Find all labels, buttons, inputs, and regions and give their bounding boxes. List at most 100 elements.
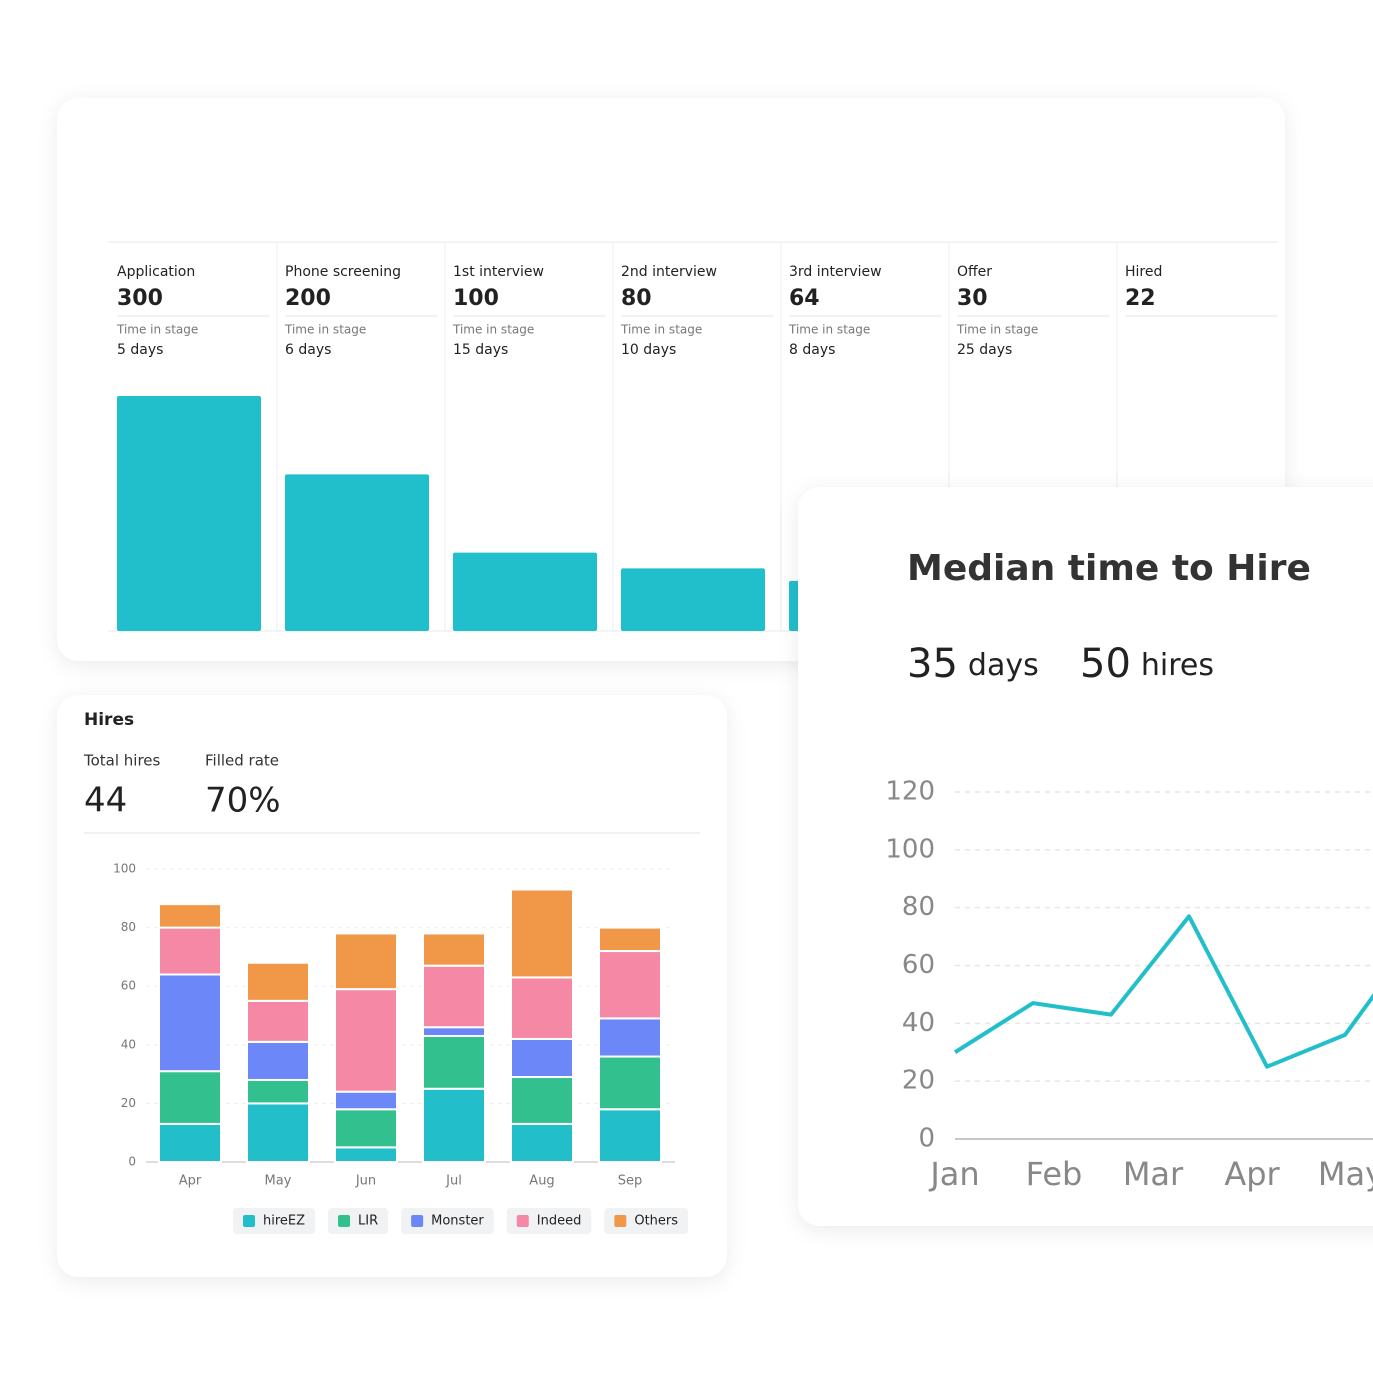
stage-count: 30 (957, 286, 988, 311)
time-value: 6 days (285, 342, 331, 358)
stat: 50 hires (1080, 641, 1214, 687)
card-title: Hires (84, 710, 134, 730)
stat-unit: days (968, 648, 1039, 683)
y-tick-label: 60 (121, 979, 136, 993)
time-value: 25 days (957, 342, 1012, 358)
bar-segment (246, 961, 310, 1002)
legend-swatch (516, 1215, 529, 1227)
legend-swatch (243, 1215, 255, 1227)
stat: 35 days (907, 641, 1039, 687)
bar-segment (510, 1037, 574, 1079)
bar-segment (422, 1035, 486, 1090)
stage-name: 1st interview (453, 264, 544, 280)
y-tick-label: 20 (121, 1096, 136, 1110)
y-tick-label: 40 (902, 1008, 935, 1038)
time-value: 10 days (621, 342, 676, 358)
time-value: 15 days (453, 342, 508, 358)
stat-unit: hires (1141, 648, 1214, 683)
legend-chip (604, 1208, 689, 1234)
legend-chip (233, 1208, 316, 1234)
bar-segment (422, 932, 486, 967)
bar-segment (334, 1090, 398, 1111)
x-tick-label: Apr (1224, 1155, 1280, 1193)
legend-item: Others (604, 1208, 689, 1234)
bar-segment (334, 1146, 398, 1163)
y-tick-label: 80 (121, 920, 136, 934)
card (798, 487, 1373, 1226)
time-value: 8 days (789, 342, 835, 358)
time-label: Time in stage (620, 323, 702, 337)
bar-segment (158, 926, 222, 976)
time-label: Time in stage (452, 323, 534, 337)
stage-name: Offer (957, 264, 992, 280)
legend-chip (328, 1208, 389, 1234)
bar-segment (158, 973, 222, 1073)
legend-item: Monster (401, 1208, 494, 1234)
bar-segment (510, 888, 574, 979)
x-tick-label: May (265, 1174, 292, 1189)
stage-name: Phone screening (285, 264, 401, 280)
stage-count: 80 (621, 286, 652, 311)
stage-name: 3rd interview (789, 264, 882, 280)
stage-name: 2nd interview (621, 264, 717, 280)
legend-swatch (411, 1215, 424, 1227)
stage-count: 200 (285, 286, 331, 311)
y-tick-label: 20 (902, 1066, 935, 1096)
x-tick-label: Feb (1026, 1155, 1083, 1193)
bar-segment (598, 926, 662, 953)
legend-swatch (614, 1215, 627, 1227)
stat-label: Total hires (83, 752, 161, 770)
stat-value: 70% (205, 781, 281, 821)
x-tick-label: Apr (179, 1174, 202, 1189)
bar (621, 568, 765, 631)
x-tick-label: Jan (928, 1155, 979, 1193)
bar-segment (334, 932, 398, 991)
stat-value: 50 (1080, 641, 1131, 687)
bar-segment (246, 1040, 310, 1081)
x-tick-label: Aug (529, 1174, 554, 1189)
bar-segment (510, 976, 574, 1040)
x-tick-label: May (1318, 1155, 1373, 1193)
stat-label: Filled rate (205, 752, 279, 770)
bar-segment (158, 1070, 222, 1125)
card-title: Median time to Hire (907, 548, 1311, 589)
legend-label: Others (634, 1214, 678, 1229)
y-tick-label: 80 (902, 892, 935, 922)
bar-segment (334, 1108, 398, 1149)
legend-label: LIR (358, 1214, 378, 1229)
x-tick-label: Mar (1123, 1155, 1184, 1193)
legend-item: Indeed (506, 1208, 592, 1234)
bar-segment (158, 1122, 222, 1164)
stat-value: 44 (84, 781, 127, 821)
bar-segment (422, 1026, 486, 1038)
bar-segment (334, 988, 398, 1093)
bar (453, 552, 597, 631)
time-label: Time in stage (788, 323, 870, 337)
bar-segment (422, 964, 486, 1029)
legend-item: hireEZ (233, 1208, 316, 1234)
bar-segment (422, 1087, 486, 1163)
bar-segment (510, 1122, 574, 1164)
stage-count: 100 (453, 286, 499, 311)
legend-item: LIR (328, 1208, 389, 1234)
bar (285, 474, 429, 631)
bar-segment (598, 1108, 662, 1164)
stage-name: Application (117, 264, 195, 280)
legend-label: Monster (431, 1214, 484, 1229)
stage-name: Hired (1125, 264, 1162, 280)
bar-segment (598, 950, 662, 1020)
x-tick-label: Sep (618, 1174, 643, 1189)
bar (117, 396, 261, 631)
stage-count: 22 (1125, 286, 1156, 311)
bar-segment (598, 1017, 662, 1058)
legend-chip (401, 1208, 494, 1234)
time-label: Time in stage (284, 323, 366, 337)
time-value: 5 days (117, 342, 163, 358)
y-tick-label: 40 (121, 1037, 136, 1051)
line (953, 914, 1373, 1069)
stage-count: 64 (789, 286, 820, 311)
y-tick-label: 100 (885, 834, 935, 864)
legend-label: hireEZ (263, 1214, 305, 1229)
legend-swatch (338, 1215, 351, 1227)
